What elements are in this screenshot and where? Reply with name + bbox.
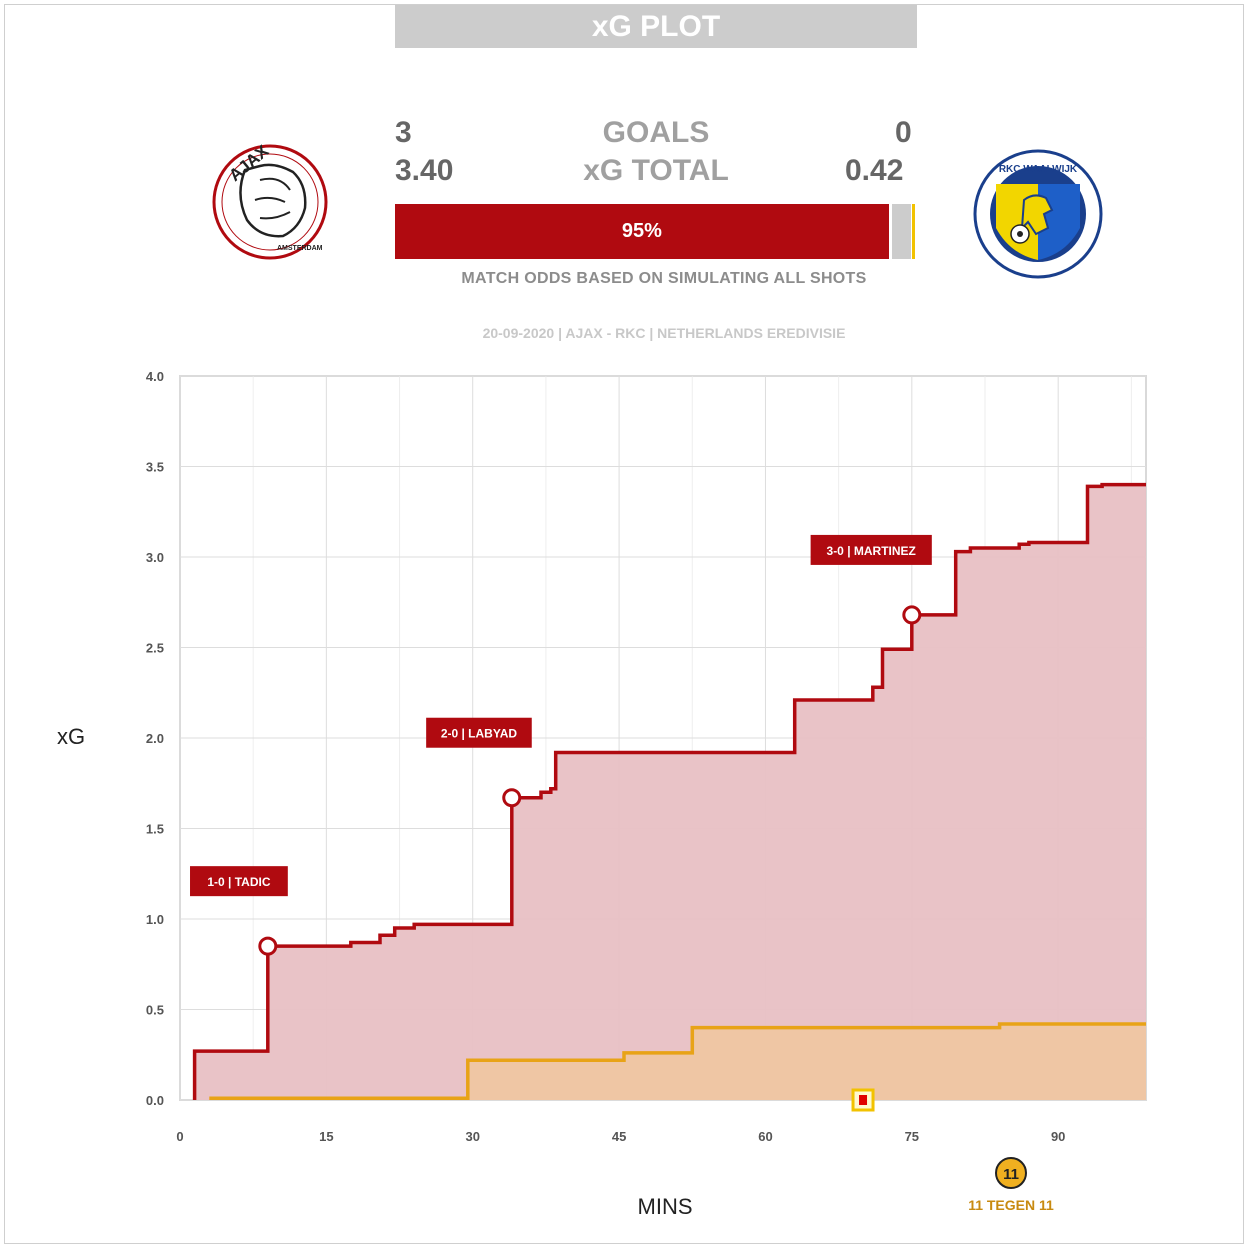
series-line-away: [209, 1022, 1146, 1100]
rkc-logo: RKC WAALWIJK: [973, 149, 1103, 279]
x-tick-label: 60: [758, 1129, 772, 1144]
x-tick-label: 90: [1051, 1129, 1065, 1144]
y-tick-label: 2.0: [146, 731, 164, 746]
away-xg-total: 0.42: [845, 154, 904, 187]
red-card-icon: [859, 1095, 868, 1105]
brand-text: 11 TEGEN 11: [968, 1197, 1054, 1213]
goals-label: GOALS: [602, 116, 710, 149]
goal-label-text: 1-0 | TADIC: [207, 875, 270, 889]
home-goals: 3: [395, 116, 412, 149]
series-area-home: [194, 484, 1147, 1101]
goal-label-box: [190, 866, 288, 897]
goal-marker: [502, 788, 522, 808]
series-area-away: [209, 1024, 1147, 1100]
x-tick-label: 75: [905, 1129, 919, 1144]
home-xg-total: 3.40: [395, 154, 454, 187]
away-goals: 0: [895, 116, 912, 149]
y-tick-label: 0.0: [146, 1093, 164, 1108]
y-tick-label: 1.5: [146, 822, 164, 837]
match-odds-bar: 95%: [395, 204, 917, 259]
brand-badge-text: 11: [1003, 1166, 1019, 1183]
series-line-home: [192, 482, 1146, 1100]
goal-annotation: 2-0 | LABYAD: [426, 717, 532, 808]
rkc-logo-text: RKC WAALWIJK: [999, 164, 1078, 175]
goal-label-box: [810, 534, 932, 565]
odds-note: MATCH ODDS BASED ON SIMULATING ALL SHOTS: [461, 270, 867, 287]
goal-label-box: [426, 717, 532, 748]
y-tick-label: 1.0: [146, 912, 164, 927]
y-tick-label: 2.5: [146, 641, 164, 656]
y-tick-label: 4.0: [146, 369, 164, 384]
y-tick-label: 0.5: [146, 1003, 164, 1018]
chart-title: xG PLOT: [395, 5, 917, 48]
goal-marker: [258, 936, 278, 956]
away-win-odds: [911, 204, 915, 259]
ajax-logo: AJAX AMSTERDAM: [212, 141, 328, 260]
x-axis-label: MINS: [637, 1194, 693, 1219]
match-subtitle: 20-09-2020 | AJAX - RKC | NETHERLANDS ER…: [482, 325, 846, 341]
home-win-odds: 95%: [395, 204, 889, 259]
goal-label-text: 3-0 | MARTINEZ: [827, 544, 916, 558]
y-axis-label: xG: [57, 724, 86, 749]
chart-ticks: 0 15 30 45 60 75 90 0.0 0.5 1.0 1.5 2.0 2.5 3.0 3.5 4.0: [146, 369, 1065, 1144]
y-tick-label: 3.0: [146, 550, 164, 565]
chart-frame: [4, 4, 1244, 1244]
chart-series: [192, 482, 1147, 1101]
goal-label-text: 2-0 | LABYAD: [441, 727, 518, 741]
x-tick-label: 30: [465, 1129, 479, 1144]
x-tick-label: 15: [319, 1129, 333, 1144]
x-tick-label: 45: [612, 1129, 626, 1144]
tegen-brand-logo: 11 11 TEGEN 11: [968, 1157, 1054, 1213]
ajax-logo-subtext: AMSTERDAM: [277, 245, 323, 252]
x-tick-label: 0: [176, 1129, 183, 1144]
goal-annotation: 1-0 | TADIC: [190, 866, 288, 956]
xg-total-label: xG TOTAL: [583, 154, 729, 187]
goal-annotation: 3-0 | MARTINEZ: [810, 534, 932, 625]
goal-marker: [902, 605, 922, 625]
chart-annotations: 1-0 | TADIC 2-0 | LABYAD 3-0 | MARTINEZ: [190, 534, 932, 1112]
y-tick-label: 3.5: [146, 460, 164, 475]
draw-odds: [891, 204, 911, 259]
